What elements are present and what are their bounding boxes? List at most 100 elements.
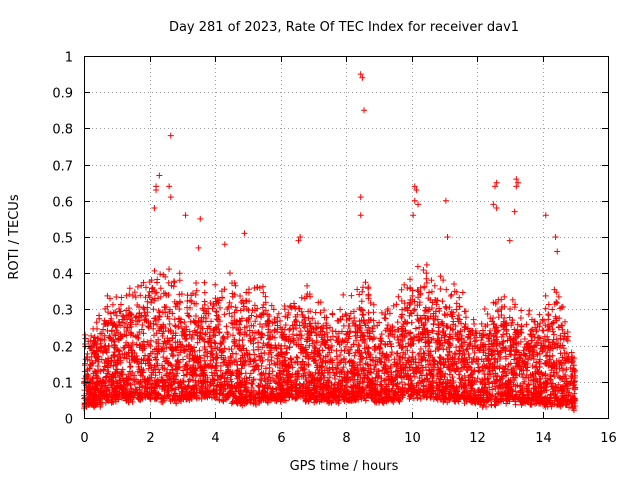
data-point — [358, 353, 365, 360]
data-point — [202, 385, 209, 392]
data-point — [394, 319, 401, 326]
data-point — [383, 381, 390, 388]
data-point — [312, 369, 319, 376]
data-point — [221, 286, 228, 293]
data-point — [311, 392, 318, 399]
data-point — [509, 317, 516, 324]
data-point — [103, 349, 110, 356]
data-point — [452, 367, 459, 374]
data-point — [466, 395, 473, 402]
data-point — [349, 376, 356, 383]
data-point — [340, 291, 347, 298]
data-point — [175, 396, 182, 403]
data-point — [135, 363, 142, 370]
data-point — [104, 292, 111, 299]
data-point — [191, 382, 198, 389]
data-point — [492, 402, 499, 409]
data-point — [174, 339, 181, 346]
data-point — [451, 367, 458, 374]
data-point — [193, 300, 200, 307]
data-point — [243, 298, 250, 305]
data-point — [109, 301, 116, 308]
data-point — [215, 326, 222, 333]
data-point — [358, 298, 365, 305]
data-point — [256, 397, 263, 404]
data-point — [563, 375, 570, 382]
data-point — [140, 338, 147, 345]
data-point — [407, 372, 414, 379]
data-point — [306, 342, 313, 349]
data-point — [279, 371, 286, 378]
data-point — [141, 317, 148, 324]
data-point — [195, 359, 202, 366]
data-point — [457, 379, 464, 386]
data-point — [239, 354, 246, 361]
data-point — [372, 354, 379, 361]
data-point — [419, 355, 426, 362]
data-point — [517, 338, 524, 345]
data-point — [96, 315, 103, 322]
data-point — [277, 345, 284, 352]
data-point — [137, 292, 144, 299]
data-point — [398, 336, 405, 343]
data-point — [186, 351, 193, 358]
data-point — [202, 391, 209, 398]
data-point — [545, 301, 552, 308]
data-point — [259, 323, 266, 330]
data-point — [110, 378, 117, 385]
data-point — [465, 333, 472, 340]
data-point — [186, 313, 193, 320]
data-point — [428, 336, 435, 343]
data-point — [427, 394, 434, 401]
data-point — [125, 342, 132, 349]
data-point — [368, 391, 375, 398]
data-point — [435, 338, 442, 345]
data-point — [386, 310, 393, 317]
data-point — [558, 322, 565, 329]
data-point — [542, 384, 549, 391]
data-point — [447, 395, 454, 402]
data-point — [259, 331, 266, 338]
data-point — [126, 359, 133, 366]
data-point — [231, 279, 238, 286]
data-point — [226, 310, 233, 317]
data-point — [342, 343, 349, 350]
data-point — [196, 335, 203, 342]
data-point — [535, 339, 542, 346]
data-point — [340, 390, 347, 397]
data-point — [202, 331, 209, 338]
data-point — [523, 321, 530, 328]
data-point — [332, 395, 339, 402]
data-point — [201, 279, 208, 286]
data-point — [257, 312, 264, 319]
data-point — [112, 309, 119, 316]
data-point — [161, 358, 168, 365]
data-point — [293, 353, 300, 360]
data-point — [443, 305, 450, 312]
data-point — [226, 346, 233, 353]
data-point — [157, 271, 164, 278]
data-point — [318, 359, 325, 366]
data-point — [169, 310, 176, 317]
data-point — [451, 288, 458, 295]
data-point — [382, 315, 389, 322]
data-point — [383, 391, 390, 398]
data-point — [110, 341, 117, 348]
data-point — [449, 335, 456, 342]
data-point — [196, 347, 203, 354]
data-point — [561, 330, 568, 337]
data-point — [325, 344, 332, 351]
data-point — [284, 314, 291, 321]
data-point — [452, 388, 459, 395]
data-point — [341, 347, 348, 354]
data-point — [264, 356, 271, 363]
data-point — [529, 337, 536, 344]
data-point — [150, 306, 157, 313]
data-point — [401, 281, 408, 288]
data-point — [430, 364, 437, 371]
data-point — [417, 345, 424, 352]
data-point — [394, 383, 401, 390]
data-point — [110, 336, 117, 343]
data-point — [292, 387, 299, 394]
data-point — [369, 357, 376, 364]
